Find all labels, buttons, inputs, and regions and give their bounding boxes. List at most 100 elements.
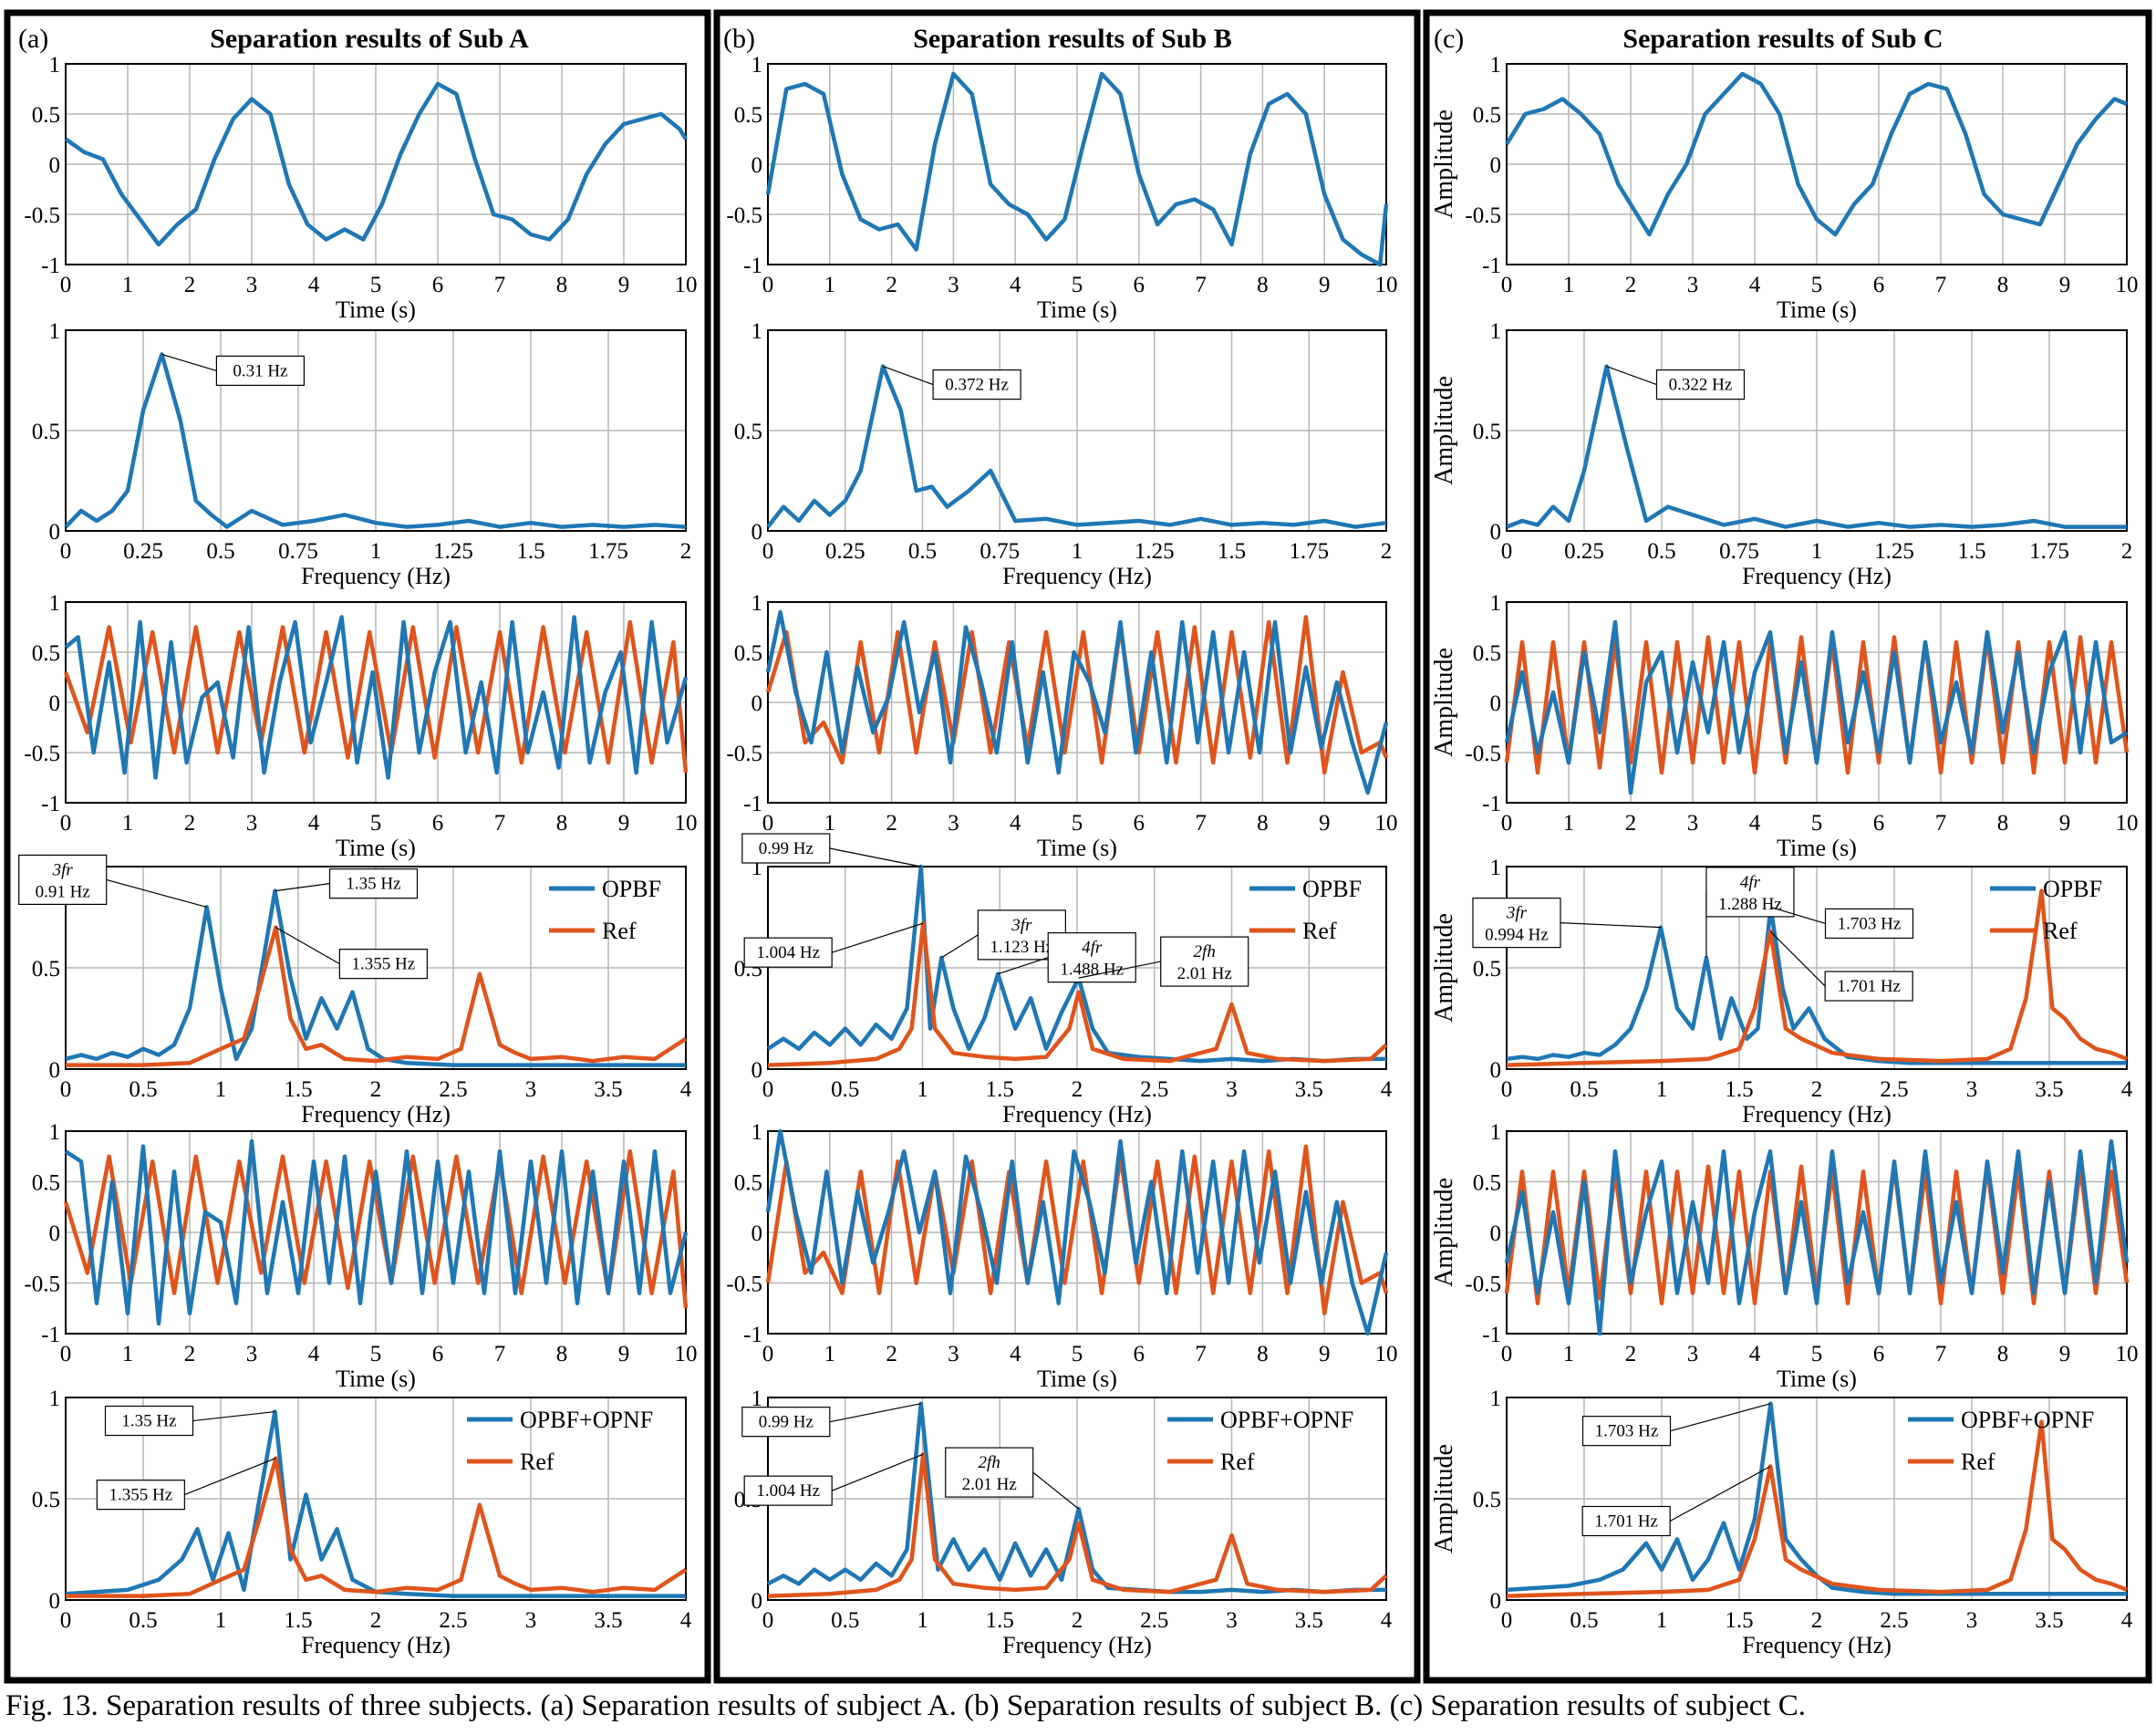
legend-label: OPBF+OPNF <box>520 1407 653 1433</box>
x-tick-label: 3 <box>948 273 959 297</box>
x-tick-label: 8 <box>1997 811 2009 836</box>
x-tick-label: 4 <box>680 1077 692 1102</box>
y-axis-label: Amplitude <box>1430 913 1458 1023</box>
panel-c-title: Separation results of Sub C <box>1622 24 1943 54</box>
x-tick-label: 2 <box>370 1077 382 1102</box>
annotation-box <box>743 937 833 968</box>
x-tick-label: 2 <box>1072 1608 1083 1633</box>
annotation-label: 0.994 Hz <box>1485 926 1549 945</box>
x-tick-label: 3 <box>525 1077 537 1102</box>
annotation-label: 2fh <box>979 1453 1000 1472</box>
axes-box <box>767 1130 1387 1335</box>
x-tick-label: 3 <box>246 811 258 836</box>
y-tick-label: 0.5 <box>32 1488 60 1512</box>
legend-label: OPBF <box>1302 876 1362 902</box>
plot-c6: 0 0.5 1 1.5 2 2.5 3 3.5 4 1 0.5 0 Frequency (Hz) Ampl… <box>1430 1387 2133 1658</box>
x-axis-label: Frequency (Hz) <box>301 1101 451 1127</box>
x-axis-label: Frequency (Hz) <box>301 563 451 589</box>
x-tick-label: 1 <box>122 1342 134 1366</box>
x-tick-label: 0 <box>1501 539 1513 564</box>
x-tick-label: 1 <box>1563 1342 1575 1366</box>
x-tick-label: 1.5 <box>516 539 544 564</box>
annotation-label: 3fr <box>52 860 74 879</box>
x-tick-label: 1.75 <box>2029 539 2069 564</box>
x-tick-label: 8 <box>1997 1342 2009 1366</box>
series-line-blue <box>766 364 1387 529</box>
annotation-pointer <box>192 1410 275 1422</box>
y-tick-label: 0 <box>751 153 763 178</box>
series-line-blue <box>1506 364 2127 529</box>
annotation-label: 4fr <box>1740 873 1761 892</box>
plot-b3: 0 1 2 3 4 5 6 7 8 9 10 1 0.5 0 -0.5 -1 Time (s) <box>726 591 1397 861</box>
series-line-blue <box>64 1138 689 1326</box>
y-tick-label: 0 <box>49 1589 61 1614</box>
x-axis-label: Frequency (Hz) <box>1002 1632 1152 1658</box>
y-tick-label: 1 <box>49 591 61 616</box>
y-tick-label: 1 <box>49 1387 61 1411</box>
x-axis-label: Time (s) <box>336 1366 416 1392</box>
y-axis-label: Amplitude <box>1430 648 1458 757</box>
y-tick-label: -0.5 <box>24 203 60 228</box>
x-tick-label: 1.5 <box>284 1077 312 1102</box>
x-axis-label: Time (s) <box>336 296 416 323</box>
x-tick-label: 6 <box>432 811 444 836</box>
y-tick-label: -0.5 <box>1465 1273 1501 1297</box>
x-tick-label: 0.5 <box>1570 1077 1598 1102</box>
x-tick-label: 1 <box>122 811 134 836</box>
x-tick-label: 10 <box>2116 1342 2139 1366</box>
x-tick-label: 2.5 <box>439 1608 467 1633</box>
x-tick-label: 10 <box>1375 811 1398 836</box>
x-tick-label: 7 <box>1935 273 1947 297</box>
axes-box <box>65 866 687 1070</box>
y-tick-label: 1 <box>1490 1120 1502 1145</box>
y-axis-label: Amplitude <box>1430 1178 1458 1287</box>
x-tick-label: 1 <box>1656 1077 1668 1102</box>
annotation-label: 2fh <box>1194 942 1216 961</box>
x-axis-label: Frequency (Hz) <box>1002 1101 1152 1127</box>
x-tick-label: 3 <box>1687 1342 1699 1366</box>
x-tick-label: 1.5 <box>1725 1077 1753 1102</box>
x-tick-label: 1.75 <box>588 539 628 564</box>
x-tick-label: 1.5 <box>1218 539 1246 564</box>
y-tick-label: -0.5 <box>24 742 60 766</box>
y-tick-label: 1 <box>751 319 763 344</box>
y-tick-label: -1 <box>743 1323 762 1347</box>
x-tick-label: 2 <box>886 1342 897 1366</box>
axes-box <box>767 329 1387 532</box>
x-tick-label: 2 <box>1625 1342 1637 1366</box>
x-tick-label: 1.5 <box>284 1608 312 1633</box>
x-tick-label: 0.75 <box>980 539 1020 564</box>
x-axis-label: Time (s) <box>1037 835 1117 861</box>
series-line-blue <box>1506 905 2127 1065</box>
x-tick-label: 7 <box>1195 1342 1207 1366</box>
x-tick-label: 3 <box>1687 273 1699 297</box>
y-tick-label: 0 <box>1490 691 1502 716</box>
x-axis-label: Time (s) <box>1037 1366 1117 1392</box>
annotation-box <box>1581 1416 1672 1447</box>
y-tick-label: 1 <box>1490 1387 1502 1411</box>
x-tick-label: 2 <box>2121 539 2133 564</box>
figure-caption: Fig. 13. Separation results of three sub… <box>5 1689 1807 1722</box>
y-tick-label: -1 <box>743 792 762 816</box>
y-tick-label: 0 <box>751 1058 763 1083</box>
x-tick-label: 9 <box>2059 811 2071 836</box>
x-tick-label: 1 <box>1563 811 1575 836</box>
annotation-label: 2.01 Hz <box>962 1475 1017 1494</box>
annotation-box <box>1824 971 1913 1002</box>
series-line-blue <box>64 615 689 780</box>
x-axis-label: Frequency (Hz) <box>1742 1101 1892 1127</box>
panel-c-tag: (c) <box>1434 24 1464 54</box>
legend-label: Ref <box>520 1449 555 1475</box>
annotation-box <box>741 833 831 864</box>
annotation-label: 1.701 Hz <box>1837 977 1901 996</box>
annotation-pointer <box>161 353 217 371</box>
x-tick-label: 5 <box>1072 273 1083 297</box>
plot-a2: 0 0.25 0.5 0.75 1 1.25 1.5 1.75 2 1 0.5 0 Frequency … <box>32 319 692 589</box>
x-tick-label: 2 <box>1811 1608 1823 1633</box>
legend-label: Ref <box>2043 918 2078 944</box>
y-tick-label: -1 <box>1482 1323 1501 1347</box>
x-tick-label: 0 <box>762 1608 774 1633</box>
x-tick-label: 2.5 <box>1140 1608 1168 1633</box>
